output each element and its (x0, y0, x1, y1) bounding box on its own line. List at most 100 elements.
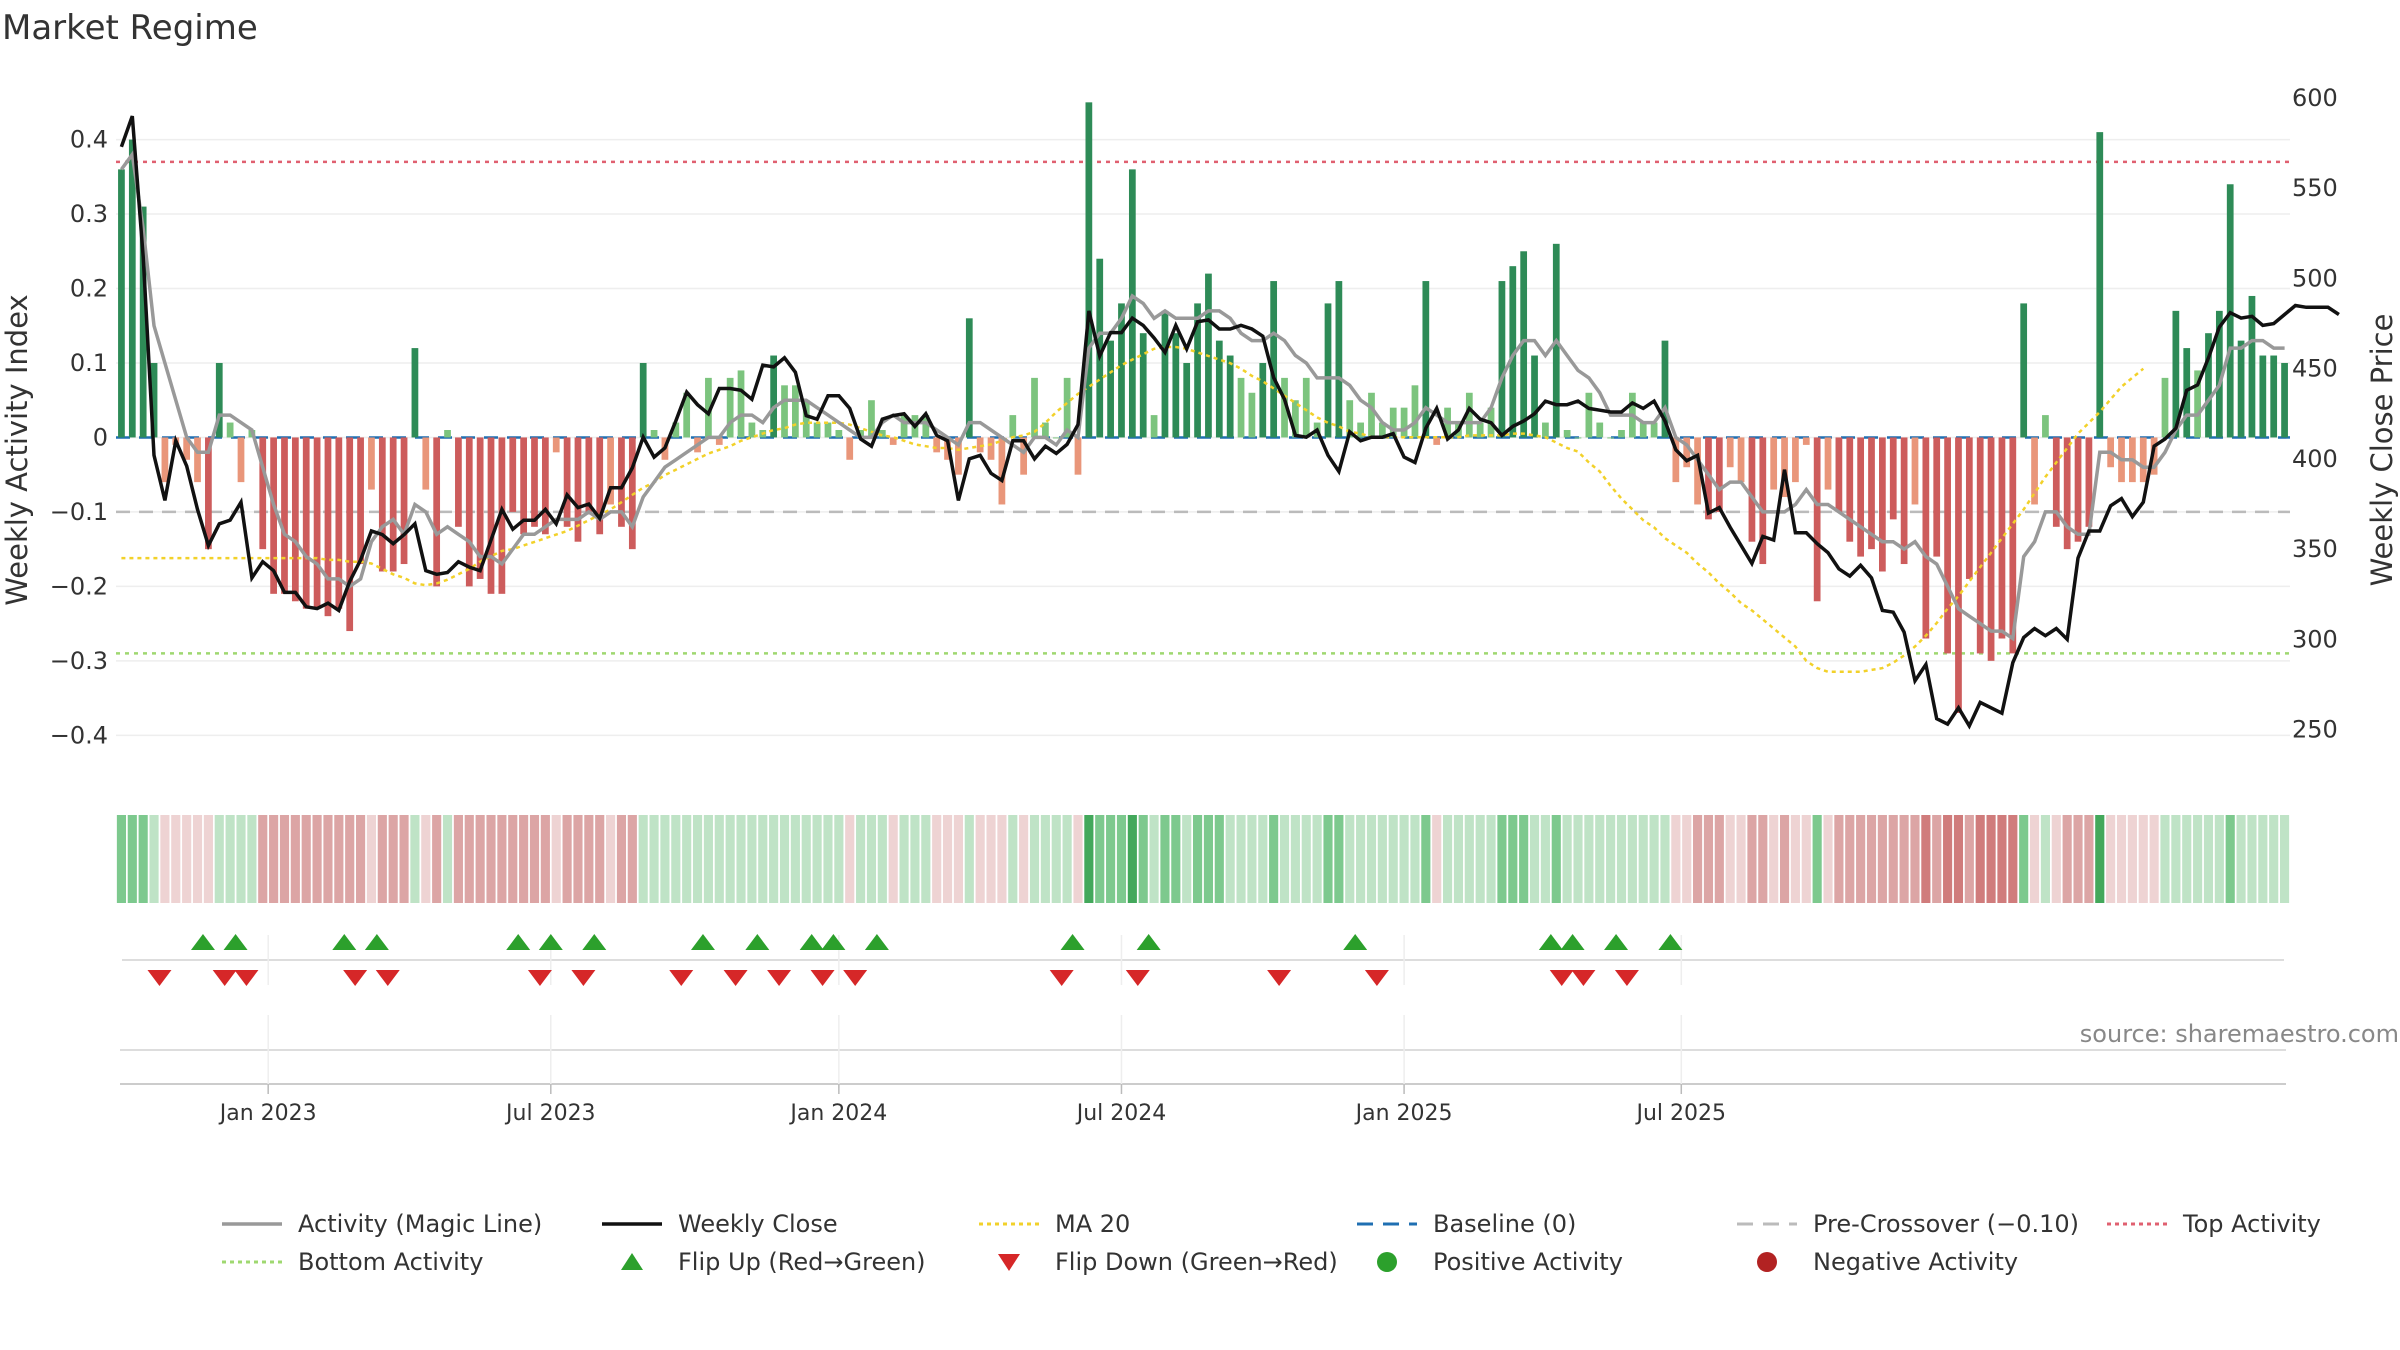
flip-up-marker (1538, 934, 1563, 950)
state-cell (703, 815, 713, 903)
state-cell (1682, 815, 1692, 903)
state-cell (421, 815, 431, 903)
state-cell (1486, 815, 1496, 903)
state-cell (2160, 815, 2170, 903)
flip-up-marker (1060, 934, 1085, 950)
activity-bar (998, 437, 1006, 505)
activity-bar (2270, 355, 2278, 438)
activity-bar (1748, 437, 1756, 542)
activity-bar (1987, 437, 1995, 661)
left-tick-label: 0.1 (70, 349, 108, 377)
flip-up-marker (1604, 934, 1629, 950)
activity-bar (552, 437, 560, 453)
activity-bar (900, 415, 908, 438)
activity-bar (183, 437, 191, 460)
activity-bar (1726, 437, 1734, 468)
legend-swatch (220, 1211, 284, 1237)
state-cell (1149, 815, 1159, 903)
legend-label: Activity (Magic Line) (298, 1210, 543, 1238)
timeline-panel: Jan 2023 Jul 2023 Jan 2024 Jul 2024 Jan 2025… (120, 1015, 2286, 1126)
state-cell (964, 815, 974, 903)
market-regime-chart: 0.4 0.3 0.2 0.1 0 −0.1 −0.2 −0.3 −0.4 600 550 500 45… (0, 84, 2399, 1126)
legend-item: MA 20 (977, 1210, 1130, 1238)
legend-item: Top Activity (2105, 1210, 2321, 1238)
state-cell (236, 815, 246, 903)
flip-down-marker (375, 970, 400, 986)
activity-bar (607, 437, 614, 505)
state-cell (595, 815, 605, 903)
activity-bar (1520, 251, 1528, 438)
activity-bar (1270, 281, 1278, 438)
activity-bar (531, 437, 538, 527)
activity-bar (324, 437, 332, 617)
activity-bar (2074, 437, 2082, 542)
state-cell (1290, 815, 1300, 903)
flip-down-marker (1125, 970, 1150, 986)
activity-bar (2042, 415, 2049, 438)
activity-bar (1215, 340, 1223, 438)
legend-item: Flip Up (Red→Green) (600, 1248, 926, 1276)
activity-bar (1911, 437, 1919, 505)
activity-bar (1150, 415, 1158, 438)
state-cell (953, 815, 963, 903)
state-cell (899, 815, 909, 903)
flip-up-marker (1560, 934, 1585, 950)
x-tick-label: Jan 2024 (788, 1101, 887, 1126)
activity-bar (1096, 258, 1104, 438)
activity-bar (161, 437, 169, 483)
legend-label: Negative Activity (1813, 1248, 2019, 1276)
state-cell (910, 815, 920, 903)
state-cell (584, 815, 594, 903)
flip-up-marker (506, 934, 531, 950)
activity-bar (1922, 437, 1930, 639)
activity-bar (1585, 392, 1593, 438)
activity-bar (2215, 310, 2223, 438)
activity-bar (748, 422, 756, 438)
activity-bar (118, 169, 125, 438)
state-cell (1964, 815, 1974, 903)
activity-bar (1705, 437, 1712, 520)
state-cell (225, 815, 235, 903)
activity-bar (1433, 437, 1441, 445)
state-cell (2225, 815, 2235, 903)
state-cell (1845, 815, 1855, 903)
state-cell (834, 815, 844, 903)
activity-bar (1368, 392, 1375, 438)
activity-bar (1172, 333, 1180, 438)
legend-swatch (1735, 1249, 1799, 1275)
state-cell (356, 815, 366, 903)
state-cell (2116, 815, 2127, 903)
state-cell (1975, 815, 1985, 903)
legend-item: Activity (Magic Line) (220, 1210, 542, 1238)
state-cell (1497, 815, 1507, 903)
legend-item: Bottom Activity (220, 1248, 483, 1276)
state-cell (1616, 815, 1627, 903)
state-cell (1106, 815, 1116, 903)
activity-bar (1639, 422, 1647, 438)
state-cell (182, 815, 192, 903)
state-cell (247, 815, 257, 903)
legend: Activity (Magic Line) Weekly Close MA 20 Ba… (0, 1210, 2400, 1300)
state-cell (1399, 815, 1409, 903)
activity-bar (889, 437, 897, 445)
activity-bar (1759, 437, 1767, 565)
activity-bar (1857, 437, 1865, 557)
activity-bar (335, 437, 343, 609)
state-cell (888, 815, 898, 903)
left-tick-label: 0.4 (70, 126, 108, 154)
activity-bar (868, 400, 875, 438)
flip-up-marker (190, 934, 215, 950)
state-cell (1693, 815, 1703, 903)
state-cell (1073, 815, 1083, 903)
state-cell (606, 815, 616, 903)
left-tick-label: 0.3 (70, 200, 108, 228)
state-cell (1432, 815, 1442, 903)
right-axis-label: Weekly Close Price (2365, 314, 2399, 587)
state-cell (1312, 815, 1322, 903)
activity-bar (1139, 333, 1147, 438)
legend-swatch (600, 1211, 664, 1237)
state-cell (1606, 815, 1616, 903)
activity-bar (476, 437, 484, 579)
activity-bar (1009, 415, 1017, 438)
legend-label: MA 20 (1055, 1210, 1131, 1238)
